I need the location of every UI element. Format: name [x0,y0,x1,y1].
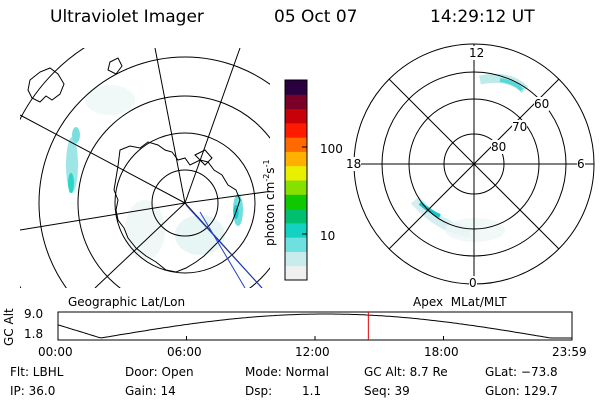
geographic-map-label: Geographic Lat/Lon [68,295,186,309]
colorbar-tick: 10 [320,229,336,243]
colorbar-segment [285,122,307,138]
meridian-line [184,190,270,204]
gc-alt-status: GC Alt: 8.7 Re [364,365,448,379]
ip-status: IP: 36.0 [10,384,56,398]
door-status: Door: Open [125,365,194,379]
glat-status: GLat: −73.8 [485,365,558,379]
colorbar-segment [285,94,307,110]
colorbar-segment [285,165,307,181]
meridian-line [154,48,186,204]
colorbar-frame [284,79,308,281]
timeline-ymax: 9.0 [24,307,44,321]
colorbar-segment [285,237,307,252]
filter-status: Flt: LBHL [10,365,64,379]
timeline-ylabel: GC Alt [2,308,16,346]
mlt-label-12: 12 [469,46,485,60]
dsp-label: Dsp: [245,384,273,398]
timeline-ymin: 1.8 [24,327,44,341]
colorbar-segment [285,108,307,124]
lat-circle-1 [151,169,219,237]
instrument-title: Ultraviolet Imager [50,7,204,27]
lat-circle-3 [77,95,270,288]
meridian-line [184,48,241,204]
mlt-label-6: 6 [577,157,585,171]
coastline [27,67,65,103]
colorbar-segment [285,251,307,267]
colorbar-tick: 100 [320,142,343,156]
lat-circle-2 [114,132,256,274]
seq-status: Seq: 39 [364,384,410,398]
colorbar-segment [285,222,307,238]
mode-status: Mode: Normal [245,365,329,379]
altitude-curve [57,313,572,339]
colorbar-segment [285,208,307,224]
mlt-label-0: 0 [469,276,477,290]
dsp-value: 1.1 [302,384,322,398]
colorbar-segment [285,180,307,195]
colorbar-segment [285,137,307,152]
timeline-frame [57,311,573,341]
mlt-label-18: 18 [346,157,362,171]
orbit-track [185,204,263,288]
antarctica-coastline [113,141,241,273]
glon-status: GLon: 129.7 [485,384,558,398]
colorbar-segment [285,80,307,95]
date-label: 05 Oct 07 [274,7,358,27]
meridian-line [94,202,186,288]
timeline-xtick: 12:00 [295,345,330,359]
colorbar-segment [285,151,307,167]
mlat-label-70: 70 [512,120,528,134]
timeline-xtick: 06:00 [167,345,202,359]
timeline-xtick: 00:00 [38,345,73,359]
orbit-track [199,211,246,288]
mlat-label-60: 60 [534,97,550,111]
colorbar-segment [285,194,307,210]
meridian-line [20,202,186,231]
aurora-emission-right [410,73,529,242]
coastline [107,57,123,75]
mlat-label-80: 80 [491,140,507,154]
gain-status: Gain: 14 [125,384,176,398]
colorbar [284,79,308,281]
timeline-xtick: 23:59 [552,345,587,359]
coastline [194,149,213,166]
meridian-line [20,114,186,204]
colorbar-segment [285,265,307,281]
time-label: 14:29:12 UT [430,7,535,27]
mlt-meridian [388,78,560,250]
apex-map-label: Apex MLat/MLT [413,295,507,309]
lat-circle-4 [38,56,270,288]
timeline-xtick: 18:00 [424,345,459,359]
